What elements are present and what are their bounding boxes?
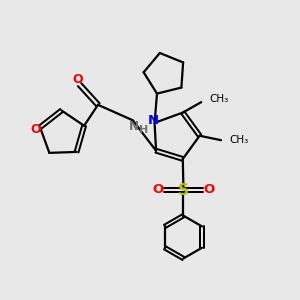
Text: O: O <box>204 183 215 196</box>
Text: O: O <box>152 183 163 196</box>
Text: O: O <box>73 73 83 86</box>
Text: N: N <box>129 120 139 133</box>
Text: S: S <box>178 183 189 198</box>
Text: CH₃: CH₃ <box>209 94 229 104</box>
Text: O: O <box>31 123 41 136</box>
Text: H: H <box>140 125 149 135</box>
Text: CH₃: CH₃ <box>230 135 249 145</box>
Text: N: N <box>148 114 159 127</box>
